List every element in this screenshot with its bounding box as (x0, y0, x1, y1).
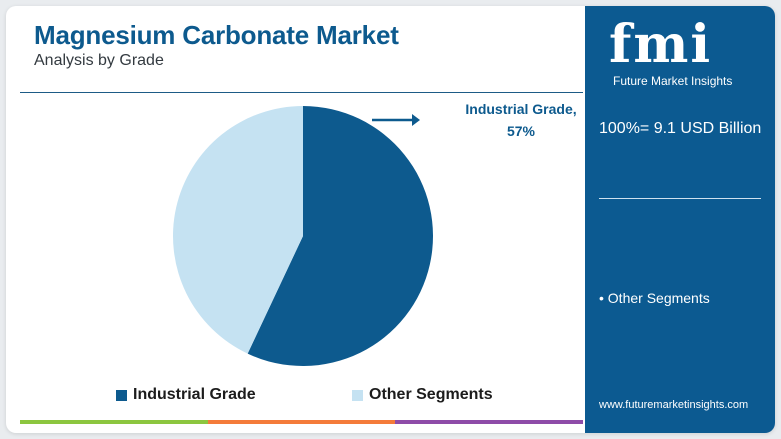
pie-chart (173, 106, 434, 367)
callout-arrow-icon (372, 114, 420, 126)
fmi-logo-tagline: Future Market Insights (613, 74, 733, 88)
legend-label-other: Other Segments (369, 386, 493, 403)
chart-title: Magnesium Carbonate Market (34, 20, 399, 50)
legend-label-industrial: Industrial Grade (133, 386, 256, 403)
legend-item-industrial: Industrial Grade (116, 386, 256, 404)
callout-line-value: 57% (506, 123, 536, 139)
bottom-color-bar (20, 420, 584, 424)
website-link[interactable]: www.futuremarketinsights.com (599, 399, 749, 411)
side-segment-item: • Other Segments (599, 290, 710, 306)
callout-line-name: Industrial Grade, (465, 101, 577, 117)
chart-card: Magnesium Carbonate Market Analysis by G… (6, 6, 775, 433)
legend-swatch-industrial (116, 389, 127, 401)
pie-chart-area (6, 6, 586, 433)
pie-slice-other (173, 106, 303, 354)
bar-segment-green (20, 420, 208, 424)
legend-swatch-other (352, 389, 363, 401)
bar-segment-orange (207, 420, 396, 424)
info-side-panel: fmi Future Market Insights 100%= 9.1 USD… (585, 6, 775, 433)
total-market-value: 100%= 9.1 USD Billion (599, 120, 762, 137)
chart-subtitle: Analysis by Grade (34, 52, 164, 69)
fmi-logo: fmi (609, 14, 713, 75)
legend-item-other: Other Segments (352, 386, 493, 404)
pie-slice-industrial (247, 106, 434, 367)
side-divider (599, 198, 761, 199)
pie-callout-label: Industrial Grade, 57% (446, 98, 596, 142)
title-divider (20, 92, 583, 93)
bar-segment-purple (395, 420, 584, 424)
